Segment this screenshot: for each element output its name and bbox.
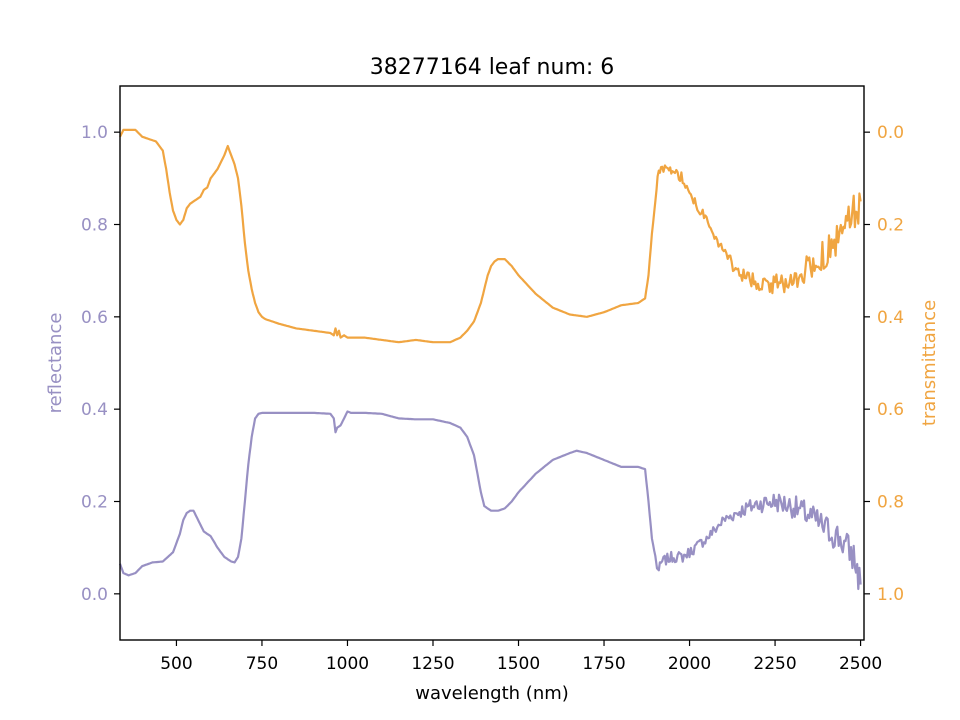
x-tick-label: 500 (160, 654, 192, 674)
reflectance-series-line (118, 410, 862, 591)
left-axis-ticks: 0.0 0.2 0.4 0.6 0.8 1.0 (81, 123, 120, 605)
series-layer (118, 128, 862, 591)
transmittance-series-line (119, 128, 862, 344)
x-tick-label: 2500 (839, 654, 882, 674)
x-tick-label: 2250 (753, 654, 796, 674)
left-tick-label: 1.0 (81, 123, 108, 143)
right-tick-label: 0.4 (877, 308, 904, 328)
left-tick-label: 0.2 (81, 493, 108, 513)
left-tick-label: 0.6 (81, 308, 108, 328)
x-tick-label: 1500 (497, 654, 540, 674)
left-tick-label: 0.4 (81, 400, 108, 420)
right-tick-label: 1.0 (877, 585, 904, 605)
right-tick-label: 0.0 (877, 123, 904, 143)
left-tick-label: 0.0 (81, 585, 108, 605)
x-tick-label: 1000 (326, 654, 369, 674)
x-tick-label: 750 (246, 654, 278, 674)
x-axis-label: wavelength (nm) (415, 683, 569, 704)
left-tick-label: 0.8 (81, 216, 108, 236)
right-tick-label: 0.8 (877, 493, 904, 513)
left-axis-label: reflectance (45, 313, 66, 414)
x-axis-ticks: 500 750 1000 1250 1500 1750 2000 2250 2500 (160, 640, 882, 674)
plot-frame (119, 85, 865, 641)
right-axis-label: transmittance (919, 300, 940, 426)
x-tick-label: 1250 (411, 654, 454, 674)
chart-title: 38277164 leaf num: 6 (370, 55, 615, 80)
right-axis-ticks: 0.0 0.2 0.4 0.6 0.8 1.0 (864, 123, 904, 605)
x-tick-label: 1750 (582, 654, 625, 674)
x-tick-label: 2000 (668, 654, 711, 674)
right-tick-label: 0.6 (877, 400, 904, 420)
right-tick-label: 0.2 (877, 216, 904, 236)
